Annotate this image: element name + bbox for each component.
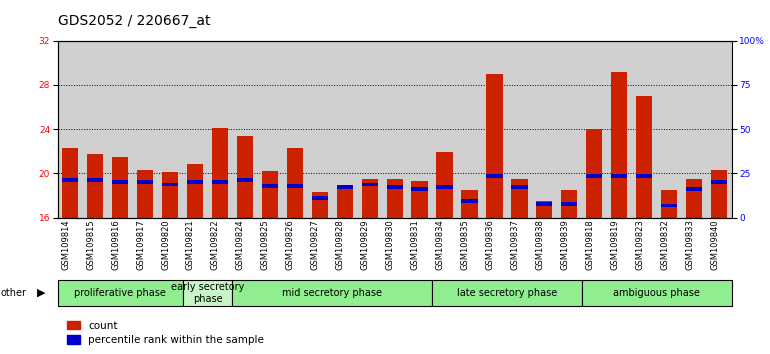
Text: early secretory
phase: early secretory phase [171, 282, 244, 304]
Bar [511, 179, 527, 218]
Text: GSM109828: GSM109828 [336, 219, 345, 270]
Bar [87, 178, 103, 182]
Bar [586, 129, 602, 218]
Bar [286, 148, 303, 218]
Text: GSM109827: GSM109827 [311, 219, 320, 270]
Bar [487, 74, 503, 218]
Bar [561, 202, 578, 206]
Bar [511, 185, 527, 189]
Bar [336, 185, 353, 189]
Text: mid secretory phase: mid secretory phase [283, 288, 382, 298]
Text: GSM109834: GSM109834 [436, 219, 444, 270]
Bar [536, 202, 552, 206]
Text: GSM109838: GSM109838 [535, 219, 544, 270]
Text: GSM109814: GSM109814 [62, 219, 70, 270]
Bar [237, 136, 253, 218]
Bar [87, 154, 103, 218]
Text: GSM109831: GSM109831 [410, 219, 420, 270]
Bar [487, 174, 503, 178]
Bar [137, 170, 153, 218]
Text: GSM109825: GSM109825 [261, 219, 270, 270]
Bar [312, 192, 328, 218]
Bar [62, 178, 79, 182]
Text: GSM109822: GSM109822 [211, 219, 220, 270]
Text: GSM109815: GSM109815 [86, 219, 95, 270]
Bar [182, 280, 233, 306]
Bar [711, 170, 727, 218]
Bar [432, 280, 582, 306]
Bar [62, 148, 79, 218]
Text: GSM109835: GSM109835 [460, 219, 470, 270]
Bar [636, 174, 652, 178]
Bar [362, 183, 378, 187]
Bar [686, 179, 702, 218]
Bar [286, 184, 303, 188]
Text: GSM109823: GSM109823 [635, 219, 644, 270]
Bar [362, 179, 378, 218]
Bar [162, 183, 178, 187]
Bar [411, 181, 427, 218]
Bar [711, 181, 727, 184]
Bar [162, 172, 178, 218]
Bar [237, 178, 253, 182]
Text: GSM109830: GSM109830 [386, 219, 394, 270]
Text: GSM109840: GSM109840 [710, 219, 719, 270]
Bar [582, 280, 732, 306]
Bar [387, 185, 403, 189]
Text: ambiguous phase: ambiguous phase [613, 288, 700, 298]
Bar [187, 164, 203, 218]
Text: GDS2052 / 220667_at: GDS2052 / 220667_at [58, 14, 210, 28]
Bar [112, 157, 129, 218]
Bar [611, 174, 628, 178]
Bar [536, 201, 552, 218]
Text: GSM109832: GSM109832 [660, 219, 669, 270]
Text: GSM109836: GSM109836 [485, 219, 494, 270]
Bar [437, 153, 453, 218]
Bar [233, 280, 432, 306]
Bar [187, 181, 203, 184]
Text: GSM109833: GSM109833 [685, 219, 694, 270]
Text: GSM109829: GSM109829 [360, 219, 370, 270]
Bar [312, 196, 328, 200]
Text: late secretory phase: late secretory phase [457, 288, 557, 298]
Bar [336, 184, 353, 218]
Legend: count, percentile rank within the sample: count, percentile rank within the sample [63, 316, 268, 349]
Text: GSM109837: GSM109837 [511, 219, 520, 270]
Bar [461, 190, 477, 218]
Text: GSM109817: GSM109817 [136, 219, 145, 270]
Bar [461, 199, 477, 203]
Bar [212, 181, 228, 184]
Text: GSM109826: GSM109826 [286, 219, 295, 270]
Text: GSM109821: GSM109821 [186, 219, 195, 270]
Bar [636, 96, 652, 218]
Bar [686, 187, 702, 191]
Bar [387, 179, 403, 218]
Text: GSM109824: GSM109824 [236, 219, 245, 270]
Bar [112, 181, 129, 184]
Bar [561, 190, 578, 218]
Text: GSM109819: GSM109819 [610, 219, 619, 270]
Bar [661, 204, 678, 207]
Text: ▶: ▶ [37, 288, 45, 298]
Bar [262, 184, 278, 188]
Text: proliferative phase: proliferative phase [74, 288, 166, 298]
Text: GSM109818: GSM109818 [585, 219, 594, 270]
Bar [661, 190, 678, 218]
Bar [411, 187, 427, 191]
Bar [611, 72, 628, 218]
Text: GSM109816: GSM109816 [111, 219, 120, 270]
Text: GSM109820: GSM109820 [161, 219, 170, 270]
Bar [212, 128, 228, 218]
Text: other: other [1, 288, 27, 298]
Bar [586, 174, 602, 178]
Text: GSM109839: GSM109839 [561, 219, 569, 270]
Bar [58, 280, 182, 306]
Bar [262, 171, 278, 218]
Bar [137, 181, 153, 184]
Bar [437, 185, 453, 189]
